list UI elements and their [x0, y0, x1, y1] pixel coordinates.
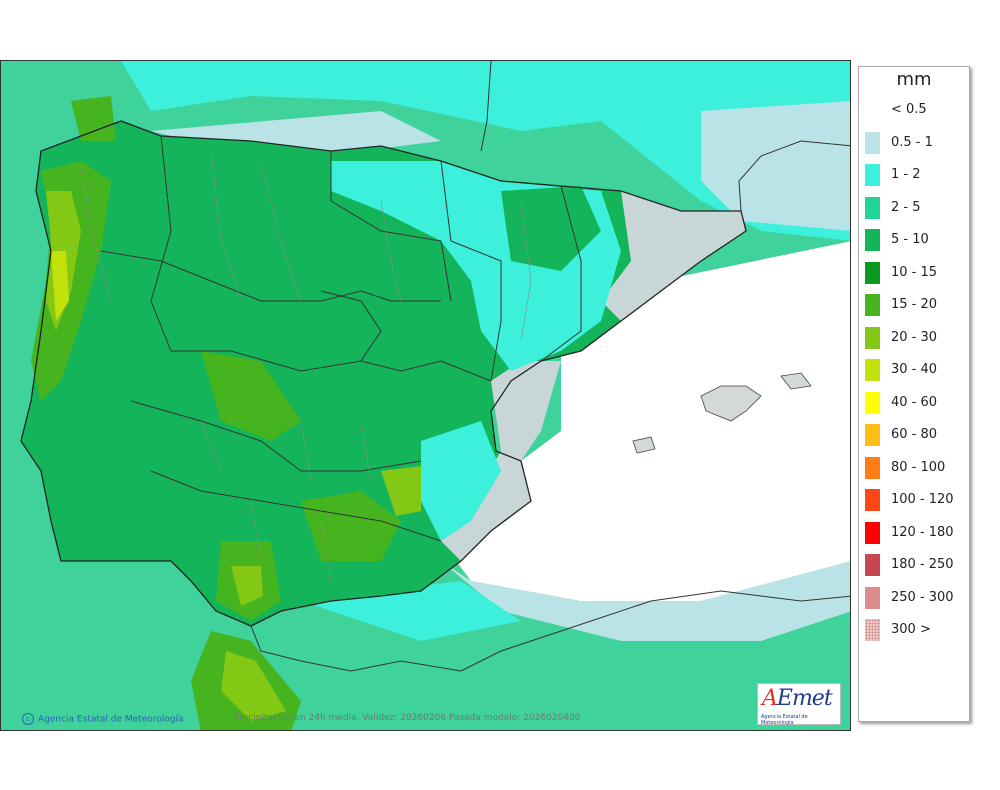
legend-item: 0.5 - 1	[859, 131, 969, 154]
legend-label: 80 - 100	[891, 459, 946, 475]
legend-label: 2 - 5	[891, 199, 921, 215]
menorca	[780, 372, 812, 390]
legend-swatch	[865, 326, 880, 349]
legend-swatch	[865, 99, 880, 121]
legend-item: 120 - 180	[859, 521, 969, 544]
legend-label: 0.5 - 1	[891, 134, 933, 150]
legend-swatch	[865, 261, 880, 284]
africa-coast	[250, 590, 850, 672]
gulf-of-lion-area	[701, 101, 850, 231]
france-border	[480, 61, 492, 152]
legend-swatch	[865, 424, 880, 446]
legend-item: 30 - 40	[859, 359, 969, 381]
morocco-max	[221, 651, 286, 721]
aemet-logo: AEmet Agencia Estatal de Meteorología	[757, 683, 841, 726]
legend-item: 250 - 300	[859, 586, 969, 609]
logo-letter-a: A	[762, 686, 778, 711]
map-canvas	[1, 61, 850, 730]
logo-letters-emet: Emet	[776, 686, 833, 711]
legend-swatch	[865, 359, 880, 381]
legend-swatch	[865, 521, 880, 544]
legend-swatch	[865, 619, 880, 641]
legend-swatch	[865, 489, 880, 511]
legend-label: 60 - 80	[891, 427, 938, 442]
legend-label: 250 - 300	[891, 589, 954, 605]
legend-label: 20 - 30	[891, 329, 938, 345]
legend-item: 80 - 100	[859, 456, 969, 479]
france-coast	[738, 140, 850, 212]
legend-swatch	[865, 229, 880, 251]
aemet-logo-text: AEmet	[762, 686, 833, 711]
legend-item: 40 - 60	[859, 391, 969, 414]
legend-swatch	[865, 131, 880, 154]
province-borders	[80, 150, 532, 582]
legend-label: 300 >	[891, 622, 931, 637]
catalonia-dry	[601, 191, 746, 321]
legend-item: 60 - 80	[859, 424, 969, 446]
light-blue-band	[441, 561, 850, 641]
map-caption: Precipitación en 24h media. Validez: 202…	[234, 713, 581, 723]
precipitation-map: AEmet Agencia Estatal de Meteorología	[0, 60, 851, 731]
peninsula-outline	[20, 120, 747, 627]
credit-text: Agencia Estatal de Meteorología	[38, 714, 184, 725]
legend-item: 5 - 10	[859, 229, 969, 251]
legend-item: 20 - 30	[859, 326, 969, 349]
legend-item: 2 - 5	[859, 196, 969, 219]
ibiza	[632, 436, 656, 454]
legend-label: 1 - 2	[891, 167, 921, 182]
legend-item: < 0.5	[859, 99, 969, 121]
legend-label: 100 - 120	[891, 492, 954, 507]
legend-item: 300 >	[859, 619, 969, 641]
legend-item: 100 - 120	[859, 489, 969, 511]
mallorca	[700, 385, 762, 422]
legend-item: 1 - 2	[859, 164, 969, 186]
legend-label: < 0.5	[891, 102, 927, 117]
jaen-wet	[381, 466, 421, 516]
murcia-cyan	[421, 421, 501, 541]
legend-label: 120 - 180	[891, 524, 954, 540]
legend-item: 180 - 250	[859, 554, 969, 576]
legend-label: 180 - 250	[891, 557, 954, 572]
legend-swatch	[865, 391, 880, 414]
pyrenees-green	[501, 186, 601, 271]
legend-label: 40 - 60	[891, 394, 938, 410]
legend-swatch	[865, 456, 880, 479]
portugal-max	[51, 251, 69, 321]
legend-swatch	[865, 554, 880, 576]
north-atlantic-wet	[71, 96, 116, 141]
legend-label: 10 - 15	[891, 264, 938, 280]
extremadura-wet	[201, 351, 301, 441]
legend-swatch	[865, 294, 880, 316]
legend-unit: mm	[896, 69, 932, 90]
legend-label: 30 - 40	[891, 362, 938, 377]
precipitation-legend: mm < 0.5 0.5 - 1 1 - 2 2 - 5 5 - 10 10 - 15 15…	[858, 66, 970, 722]
cantabrian-cyan	[121, 61, 601, 131]
aemet-logo-subtitle: Agencia Estatal de Meteorología	[761, 714, 808, 726]
mediterranean-dry-area	[441, 241, 850, 601]
legend-item: 10 - 15	[859, 261, 969, 284]
legend-swatch	[865, 586, 880, 609]
region-borders	[100, 135, 582, 542]
cadiz-max	[231, 566, 263, 606]
copyright-icon: c	[22, 713, 34, 725]
copyright-credit: c Agencia Estatal de Meteorología	[22, 713, 184, 725]
legend-label: 5 - 10	[891, 232, 929, 247]
legend-label: 15 - 20	[891, 297, 938, 312]
legend-item: 15 - 20	[859, 294, 969, 316]
legend-swatch	[865, 196, 880, 219]
legend-swatch	[865, 164, 880, 186]
malaga-wet	[301, 491, 401, 561]
